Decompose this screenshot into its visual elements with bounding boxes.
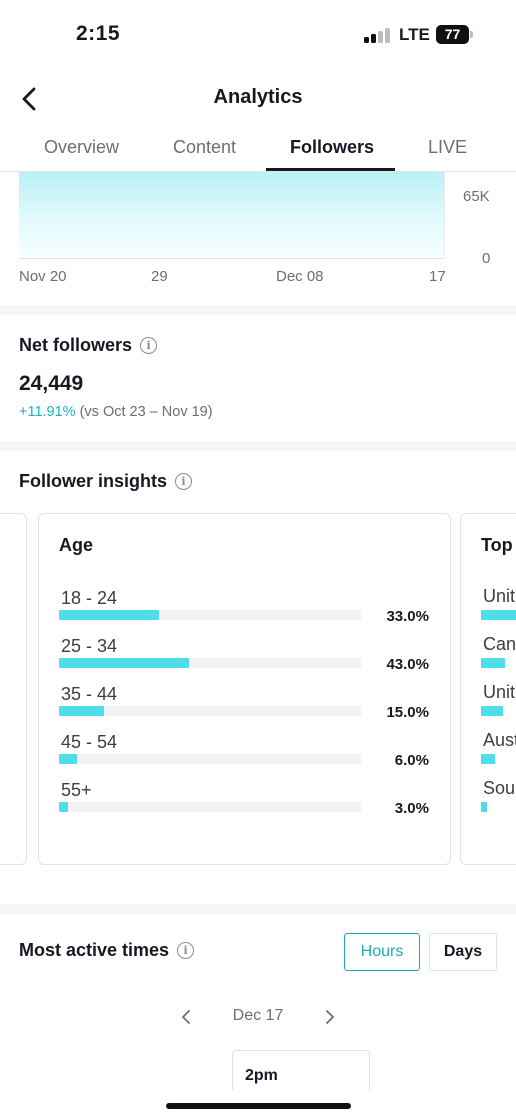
tab-live[interactable]: LIVE <box>428 137 468 157</box>
age-row: 35 - 44 15.0% <box>59 684 429 724</box>
age-bar-fill <box>59 658 189 668</box>
info-icon[interactable]: i <box>175 473 193 490</box>
tab-content[interactable]: Content <box>173 137 237 157</box>
net-followers-value: 24,449 <box>19 372 84 395</box>
section-divider <box>0 305 516 315</box>
x-tick-label: Dec 08 <box>276 268 324 285</box>
header: Analytics <box>0 70 516 125</box>
status-bar: 2:15 LTE 77 <box>0 0 516 70</box>
age-range-label: 45 - 54 <box>61 732 118 752</box>
territory-bar <box>481 610 516 620</box>
follower-insights-title: Follower insights i <box>19 471 193 492</box>
age-row: 25 - 34 43.0% <box>59 636 429 676</box>
net-followers-change: +11.91% (vs Oct 23 – Nov 19) <box>19 404 213 420</box>
signal-icon <box>364 28 392 43</box>
age-card-title: Age <box>59 535 94 555</box>
net-followers-section: Net followers i 24,449 +11.91% (vs Oct 2… <box>0 315 516 441</box>
status-time: 2:15 <box>76 22 121 45</box>
age-range-label: 25 - 34 <box>61 636 118 656</box>
insight-card-previous[interactable] <box>0 513 27 865</box>
x-tick-label: 29 <box>151 268 168 285</box>
age-row: 55+ 3.0% <box>59 780 429 820</box>
age-range-label: 55+ <box>61 780 92 800</box>
age-bar-fill <box>59 706 105 716</box>
most-active-times-section: Most active times i Hours Days Dec 17 2p… <box>0 914 516 1119</box>
chart-axis-separator <box>444 172 445 258</box>
age-bar-fill <box>59 802 69 812</box>
territory-label: Aust <box>483 730 516 750</box>
followers-chart: 65K 0 Nov 20 29 Dec 08 17 <box>0 172 516 305</box>
hours-button[interactable]: Hours <box>344 933 420 971</box>
tab-bar: Overview Content Followers LIVE <box>0 125 516 172</box>
tab-followers[interactable]: Followers <box>290 137 375 157</box>
age-bar-fill <box>59 754 78 764</box>
x-tick-label: 17 <box>429 268 446 285</box>
previous-date-button[interactable] <box>175 1006 197 1028</box>
follower-insights-section: Follower insights i Age 18 - 24 33.0% 25 -… <box>0 451 516 904</box>
change-percent: +11.91% <box>19 404 76 420</box>
info-icon[interactable]: i <box>140 337 158 354</box>
change-comparison: (vs Oct 23 – Nov 19) <box>75 404 213 420</box>
date-navigator: Dec 17 <box>0 1006 516 1028</box>
chevron-left-icon <box>182 1010 190 1024</box>
chart-gridline <box>19 196 444 197</box>
most-active-times-title: Most active times i <box>19 940 195 961</box>
battery-icon: 77 <box>436 25 469 44</box>
age-percent: 43.0% <box>386 656 429 673</box>
tab-overview[interactable]: Overview <box>44 137 120 157</box>
territory-label: Unit <box>483 586 516 606</box>
network-label: LTE <box>399 25 430 44</box>
home-indicator <box>166 1103 351 1109</box>
chart-area-fill <box>19 172 444 258</box>
age-percent: 33.0% <box>386 608 429 625</box>
follower-insights-title-text: Follower insights <box>19 471 168 491</box>
chevron-right-icon <box>326 1010 334 1024</box>
age-card[interactable]: Age 18 - 24 33.0% 25 - 34 43.0% 35 - 44 15.0%… <box>38 513 451 865</box>
territory-label: Unit <box>483 682 516 702</box>
y-tick-label: 65K <box>463 188 490 205</box>
time-label: 2pm <box>245 1067 278 1084</box>
age-row: 18 - 24 33.0% <box>59 588 429 628</box>
section-divider <box>0 904 516 914</box>
most-active-times-title-text: Most active times <box>19 940 170 960</box>
territory-label: Can <box>483 634 516 654</box>
territory-label: Sou <box>483 778 516 798</box>
age-bar-track <box>59 802 361 812</box>
back-button[interactable] <box>14 84 44 114</box>
chart-baseline <box>19 258 444 259</box>
time-tooltip-card: 2pm <box>232 1050 370 1090</box>
territory-bar <box>481 754 495 764</box>
age-percent: 15.0% <box>386 704 429 721</box>
age-bar-track <box>59 754 361 764</box>
chevron-left-icon <box>22 87 36 111</box>
age-bar-track <box>59 706 361 716</box>
age-percent: 6.0% <box>394 752 429 769</box>
x-tick-label: Nov 20 <box>19 268 67 285</box>
days-button[interactable]: Days <box>429 933 497 971</box>
section-divider <box>0 441 516 451</box>
territory-bar <box>481 706 503 716</box>
age-range-label: 18 - 24 <box>61 588 118 608</box>
age-bar-track <box>59 658 361 668</box>
info-icon[interactable]: i <box>177 942 195 959</box>
age-bar-track <box>59 610 361 620</box>
page-title: Analytics <box>213 86 303 108</box>
top-territories-card[interactable]: Top Unit Can Unit Aust Sou <box>460 513 516 865</box>
age-row: 45 - 54 6.0% <box>59 732 429 772</box>
net-followers-title: Net followers i <box>19 335 158 356</box>
territory-bar <box>481 658 505 668</box>
age-bar-fill <box>59 610 159 620</box>
next-date-button[interactable] <box>319 1006 341 1028</box>
selected-date: Dec 17 <box>232 1007 284 1024</box>
y-tick-label: 0 <box>482 250 491 267</box>
active-tab-indicator <box>266 168 395 171</box>
age-range-label: 35 - 44 <box>61 684 118 704</box>
battery-nub <box>470 31 473 38</box>
net-followers-title-text: Net followers <box>19 335 133 355</box>
age-percent: 3.0% <box>394 800 429 817</box>
top-card-title: Top <box>481 535 513 555</box>
territory-bar <box>481 802 487 812</box>
